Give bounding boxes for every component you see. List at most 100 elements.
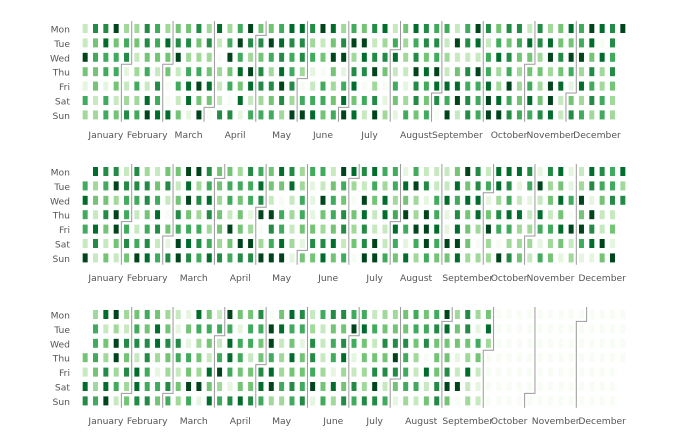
day-cell: [268, 210, 274, 220]
day-cell: [144, 310, 150, 319]
day-cell: [465, 210, 471, 220]
day-cell: [465, 310, 471, 319]
day-cell: [516, 239, 522, 248]
day-cell: [454, 110, 460, 120]
day-cell: [392, 181, 398, 191]
day-cell: [299, 396, 305, 406]
day-cell: [361, 52, 367, 62]
day-cell: [299, 338, 305, 348]
day-cell: [465, 324, 471, 334]
day-cell: [217, 81, 223, 91]
day-cell: [599, 38, 605, 48]
day-cell: [568, 367, 574, 377]
day-cell: [558, 67, 564, 77]
day-cell: [289, 181, 295, 191]
day-cell: [392, 96, 398, 105]
day-cell: [609, 382, 615, 391]
day-cell: [103, 338, 109, 348]
day-cell: [547, 81, 553, 91]
day-cell: [589, 210, 595, 220]
day-cell: [434, 38, 440, 48]
day-cell: [578, 96, 584, 105]
day-cell: [206, 396, 212, 406]
day-cell: [403, 81, 409, 91]
day-cell: [537, 338, 543, 348]
day-cell: [237, 24, 243, 33]
day-cell: [237, 396, 243, 406]
day-cell: [475, 310, 481, 319]
month-separator: [255, 21, 267, 122]
day-cell: [578, 110, 584, 120]
month-separator: [482, 307, 495, 408]
day-cell: [248, 195, 254, 205]
day-cell: [589, 382, 595, 391]
day-cell: [165, 110, 171, 120]
day-cell: [186, 167, 192, 176]
day-cell: [258, 382, 264, 391]
day-cell: [558, 210, 564, 220]
day-cell: [175, 38, 181, 48]
month-separator: [255, 164, 267, 265]
day-cell: [454, 24, 460, 33]
day-cell: [196, 181, 202, 191]
day-cell: [289, 353, 295, 363]
month-separator: [120, 21, 133, 122]
day-cell: [341, 367, 347, 377]
day-cell: [310, 195, 316, 205]
day-cell: [93, 239, 99, 248]
day-cell: [310, 81, 316, 91]
day-label: Wed: [50, 53, 70, 64]
day-cell: [496, 81, 502, 91]
day-cell: [310, 253, 316, 263]
day-cell: [485, 353, 491, 363]
day-cell: [217, 195, 223, 205]
day-cell: [620, 310, 626, 319]
day-cell: [227, 24, 233, 33]
day-cell: [434, 224, 440, 234]
day-cell: [599, 52, 605, 62]
day-cell: [392, 338, 398, 348]
day-cell: [134, 239, 140, 248]
day-cell: [516, 353, 522, 363]
day-cell: [227, 382, 233, 391]
day-cell: [578, 338, 584, 348]
day-cell: [516, 67, 522, 77]
day-cell: [413, 396, 419, 406]
day-cell: [196, 382, 202, 391]
day-cell: [279, 353, 285, 363]
day-label: Thu: [52, 68, 70, 79]
day-cell: [423, 353, 429, 363]
day-cell: [134, 253, 140, 263]
day-cell: [165, 24, 171, 33]
day-cell: [496, 367, 502, 377]
month-separator: [296, 21, 308, 122]
day-cell: [568, 210, 574, 220]
day-label: Mon: [51, 25, 71, 36]
day-cell: [382, 181, 388, 191]
day-cell: [485, 181, 491, 191]
day-cell: [444, 52, 450, 62]
day-cell: [124, 210, 130, 220]
day-cell: [496, 253, 502, 263]
day-cell: [413, 382, 419, 391]
month-separator: [524, 307, 536, 408]
day-cell: [299, 382, 305, 391]
day-cell: [568, 396, 574, 406]
day-cell: [341, 38, 347, 48]
day-cell: [206, 96, 212, 105]
day-cell: [599, 382, 605, 391]
day-cell: [82, 353, 88, 363]
day-cell: [124, 181, 130, 191]
day-cell: [423, 239, 429, 248]
day-label: Sun: [53, 111, 71, 122]
day-cell: [403, 52, 409, 62]
day-cell: [206, 224, 212, 234]
day-cell: [496, 310, 502, 319]
month-separator: [482, 164, 495, 265]
day-label: Sat: [55, 383, 70, 394]
day-cell: [599, 67, 605, 77]
day-cell: [258, 110, 264, 120]
day-cell: [527, 253, 533, 263]
day-cell: [165, 167, 171, 176]
day-cell: [103, 24, 109, 33]
